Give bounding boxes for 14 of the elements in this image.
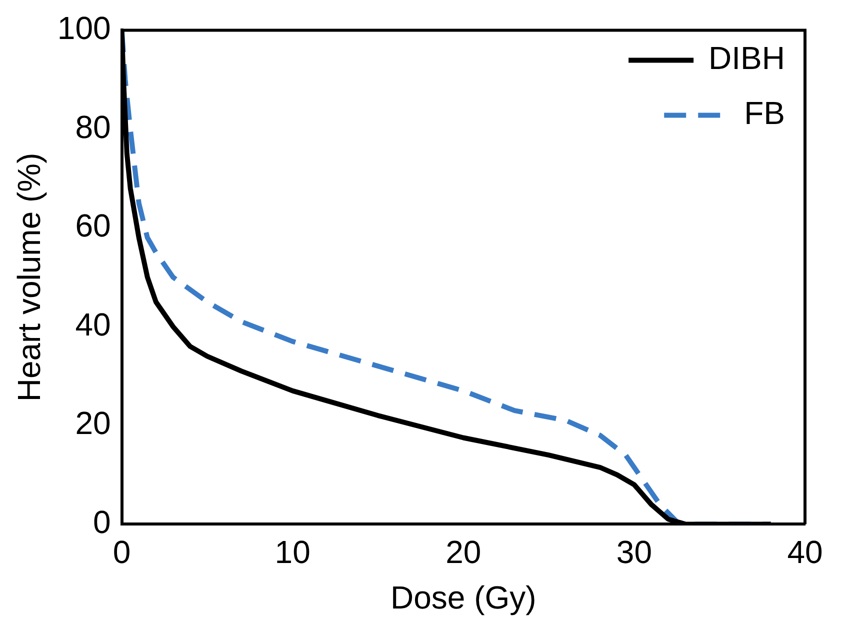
x-tick-label: 40 <box>787 534 823 570</box>
y-axis-title: Heart volume (%) <box>11 152 48 402</box>
x-axis-title: Dose (Gy) <box>390 580 536 616</box>
x-tick-label: 10 <box>274 534 310 570</box>
y-tick-label: 0 <box>92 504 111 540</box>
y-tick-label: 100 <box>57 10 111 46</box>
y-tick-label: 40 <box>75 306 111 342</box>
y-tick-label: 80 <box>75 108 111 145</box>
x-tick-label: 20 <box>446 534 482 570</box>
x-tick-label: 30 <box>616 534 652 570</box>
legend-label: FB <box>744 95 785 132</box>
y-tick-label: 60 <box>75 208 111 244</box>
y-tick-label: 20 <box>75 405 111 442</box>
legend-label: DIBH <box>708 40 785 76</box>
